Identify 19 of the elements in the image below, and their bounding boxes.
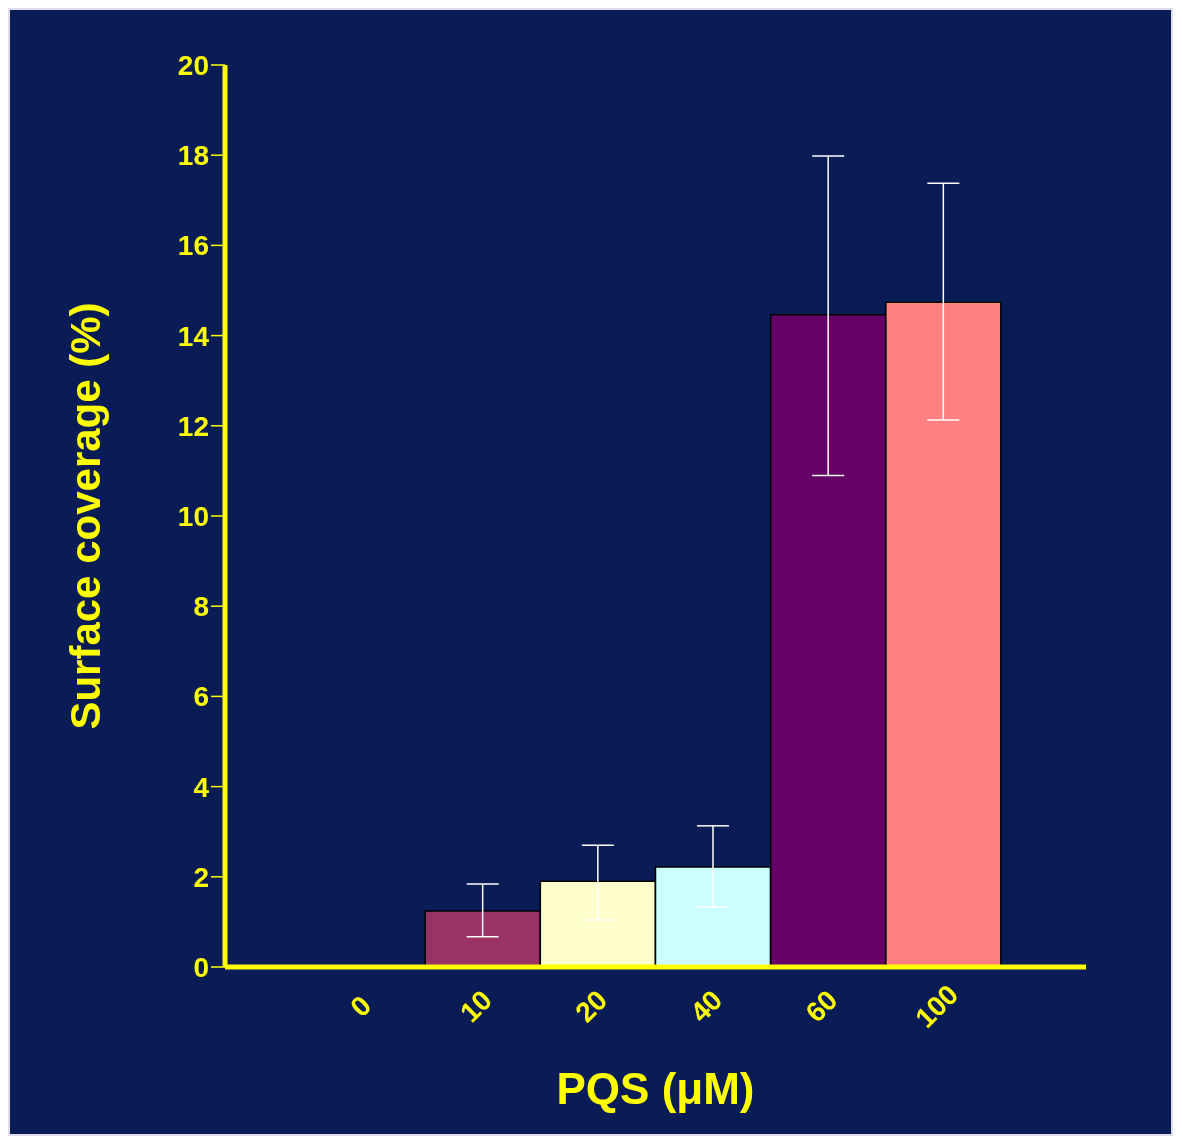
y-tick-label: 8 xyxy=(193,591,209,623)
x-tick-label: 100 xyxy=(909,978,965,1034)
y-axis-title: Surface coverage (%) xyxy=(61,302,109,730)
y-tick-label: 14 xyxy=(177,320,210,352)
y-tick-label: 18 xyxy=(177,140,209,172)
x-tick-label: 40 xyxy=(684,984,729,1029)
y-tick-label: 4 xyxy=(193,771,210,803)
x-tick-label: 60 xyxy=(799,984,844,1029)
y-tick-label: 10 xyxy=(177,500,209,532)
y-tick-label: 20 xyxy=(177,49,209,81)
x-tick-label: 0 xyxy=(344,989,378,1023)
x-tick-label: 10 xyxy=(454,984,499,1029)
y-tick-label: 16 xyxy=(177,230,209,262)
y-tick-label: 12 xyxy=(177,410,209,442)
x-tick-label: 20 xyxy=(569,984,614,1029)
y-tick-label: 0 xyxy=(193,951,209,983)
y-tick-label: 2 xyxy=(193,861,209,893)
y-tick-label: 6 xyxy=(193,681,209,713)
x-axis-title: PQS (μM) xyxy=(556,1064,755,1113)
